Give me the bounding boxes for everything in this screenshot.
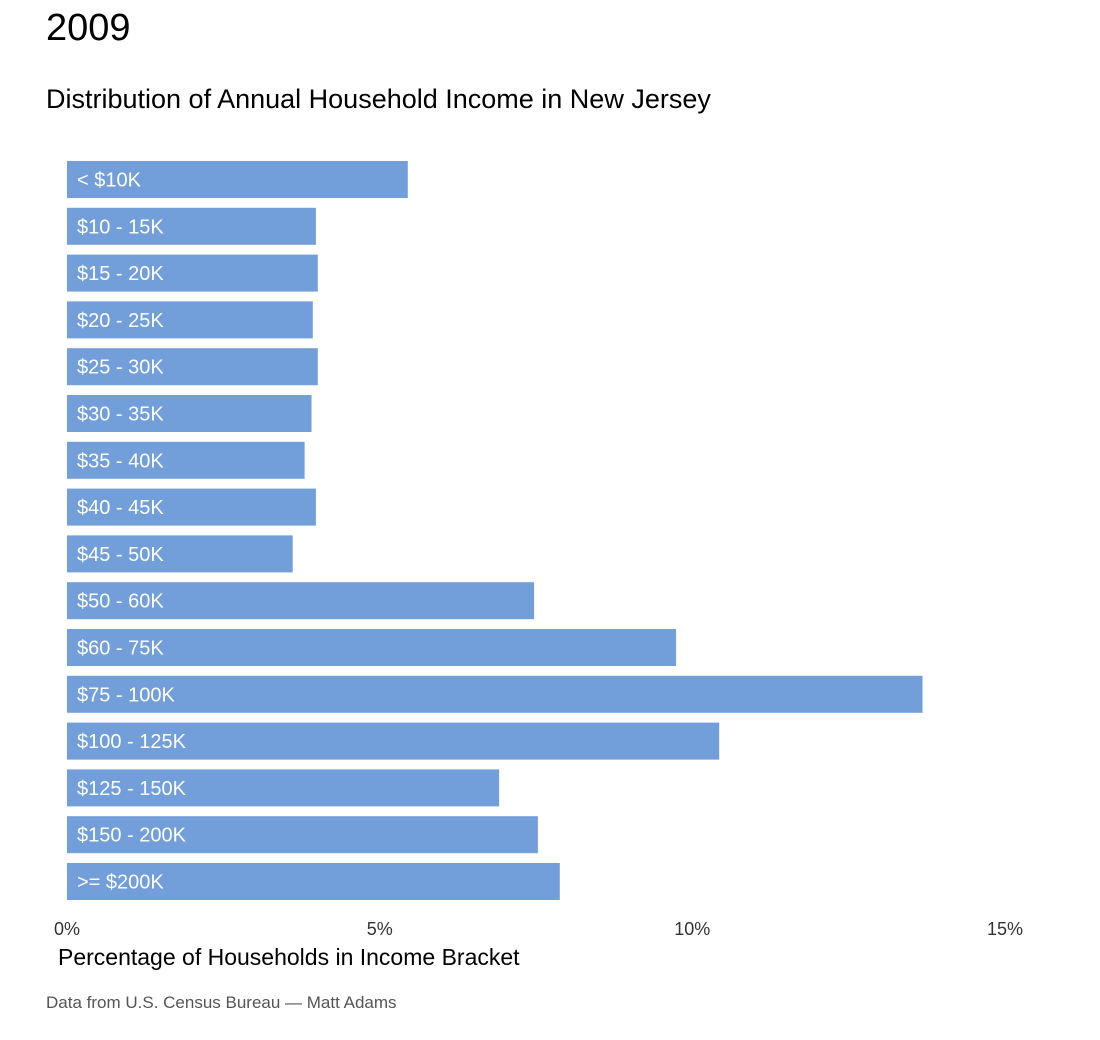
bar — [67, 488, 316, 526]
bar-label: >= $200K — [77, 872, 164, 894]
bar-label: $100 - 125K — [77, 731, 187, 753]
source-note: Data from U.S. Census Bureau — Matt Adam… — [46, 993, 397, 1012]
bar-label: $60 - 75K — [77, 638, 164, 660]
chart-title: 2009 — [46, 7, 131, 49]
bar — [67, 348, 318, 386]
x-tick-label: 0% — [54, 919, 80, 939]
bar-label: $10 - 15K — [77, 216, 164, 238]
x-tick-label: 15% — [987, 919, 1023, 939]
bar — [67, 395, 312, 432]
bar-label: $45 - 50K — [77, 544, 164, 566]
bar-label: $50 - 60K — [77, 591, 164, 613]
bar — [67, 769, 500, 807]
bar-label: $20 - 25K — [77, 310, 164, 332]
bar-label: $30 - 35K — [77, 404, 164, 426]
x-tick-label: 10% — [674, 919, 710, 939]
x-axis-label: Percentage of Households in Income Brack… — [58, 944, 520, 970]
bar — [67, 207, 316, 245]
bar — [67, 441, 305, 479]
bar — [67, 582, 535, 620]
bar — [67, 863, 560, 900]
bar-label: $40 - 45K — [77, 497, 164, 519]
bar — [67, 301, 313, 339]
bar-label: < $10K — [77, 170, 142, 192]
bar — [67, 629, 677, 666]
bar — [67, 535, 293, 573]
bar-label: $15 - 20K — [77, 263, 164, 285]
bar-label: $35 - 40K — [77, 450, 164, 472]
bar-chart: < $10K $10 - 15K $15 - 20K $20 - 25K $25 - 3… — [54, 161, 1023, 939]
bar-label: $75 - 100K — [77, 684, 176, 706]
bar-label: $150 - 200K — [77, 825, 187, 847]
bar — [67, 722, 720, 760]
bar — [67, 816, 538, 854]
bar-label: $25 - 30K — [77, 357, 164, 379]
bar — [67, 161, 408, 198]
bar — [67, 254, 318, 292]
bar — [67, 675, 923, 713]
x-tick-label: 5% — [367, 919, 393, 939]
chart-subtitle: Distribution of Annual Household Income … — [46, 84, 711, 114]
bar-label: $125 - 150K — [77, 778, 187, 800]
